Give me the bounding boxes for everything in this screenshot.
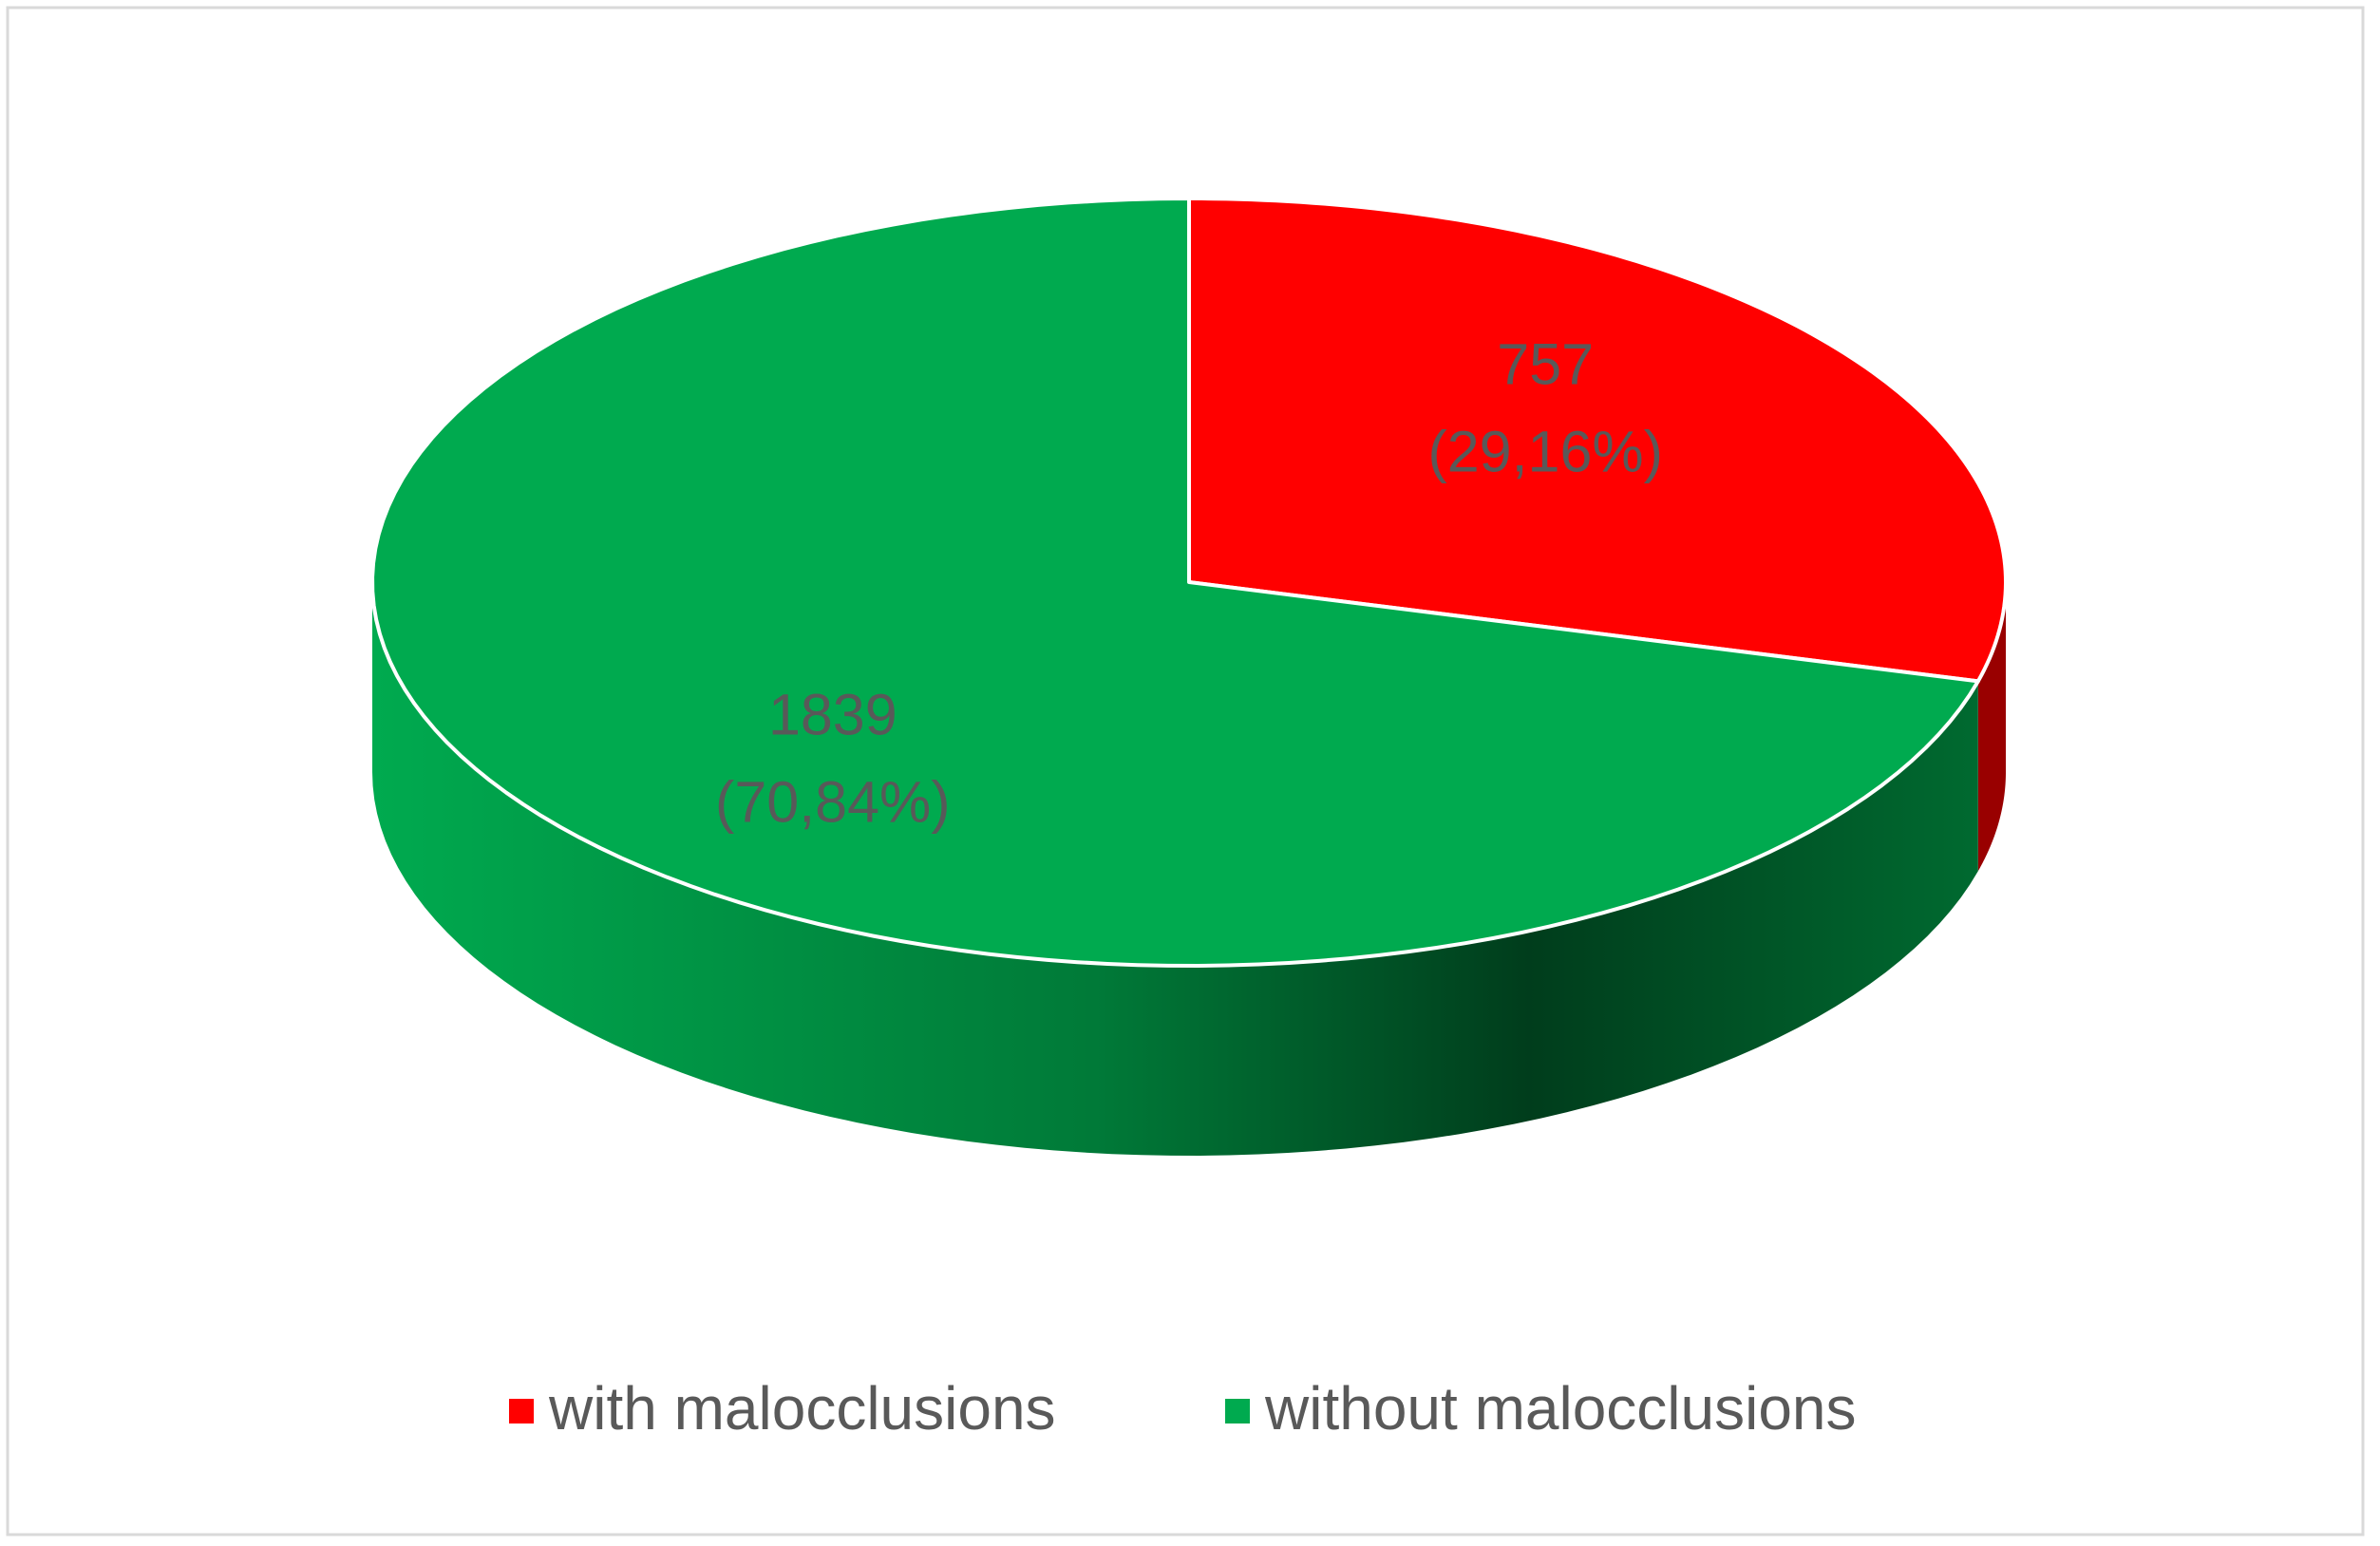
legend-label: without malocclusions: [1264, 1374, 1857, 1442]
legend-label: with malocclusions: [548, 1374, 1056, 1442]
data-label: 757: [1497, 332, 1594, 397]
pie-side: [1977, 582, 2006, 872]
percent-label: (70,84%): [715, 770, 951, 835]
pie-slice: [370, 197, 1980, 968]
pie-slice: [1187, 197, 2008, 684]
percent-label: (29,16%): [1427, 420, 1663, 484]
data-label: 1839: [768, 683, 897, 747]
pie-side: [372, 582, 1978, 1156]
legend-swatch: [509, 1399, 534, 1423]
legend-swatch: [1225, 1399, 1250, 1423]
